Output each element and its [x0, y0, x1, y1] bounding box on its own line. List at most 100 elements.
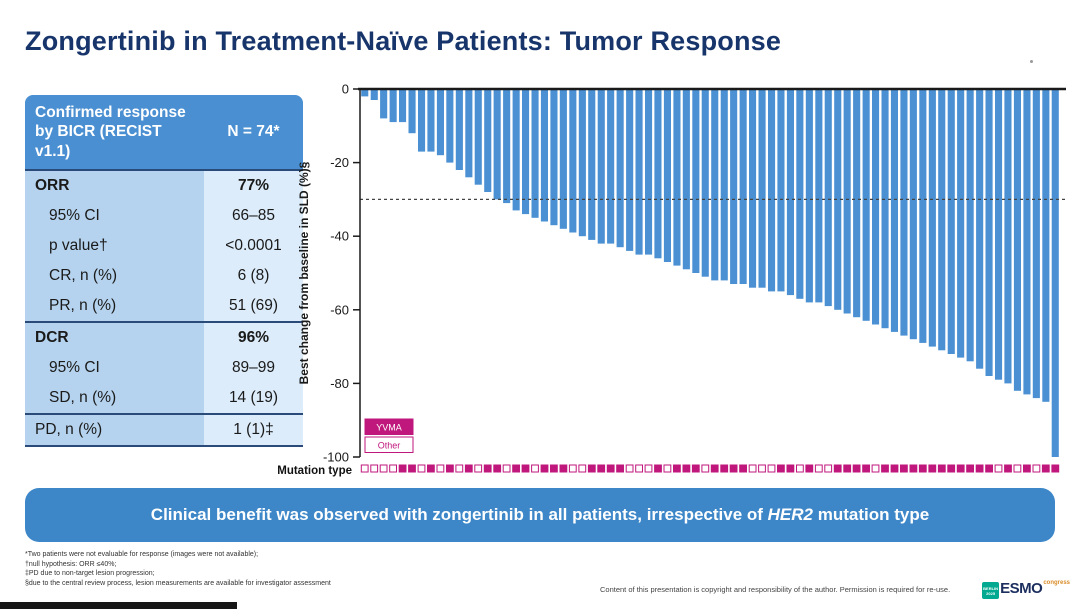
- mutation-marker-other: [871, 464, 880, 473]
- key-message-gene: HER2: [767, 505, 814, 524]
- mutation-marker-other: [635, 464, 644, 473]
- mutation-type-axis-label: Mutation type: [277, 465, 352, 477]
- waterfall-bar: [701, 89, 709, 277]
- waterfall-bar: [370, 89, 378, 100]
- waterfall-bar: [361, 89, 369, 97]
- waterfall-bar: [626, 89, 634, 251]
- footnote-line: *Two patients were not evaluable for res…: [25, 551, 259, 558]
- mutation-marker-other: [474, 464, 483, 473]
- mutation-marker-yvma: [937, 464, 946, 473]
- mutation-marker-other: [360, 464, 369, 473]
- mutation-marker-yvma: [408, 464, 416, 473]
- y-axis-tick-label: -100: [323, 450, 349, 465]
- waterfall-bar: [436, 89, 444, 156]
- waterfall-bar: [947, 89, 955, 354]
- esmo-congress-label: congress: [1043, 580, 1070, 586]
- waterfall-bar: [928, 89, 936, 347]
- waterfall-bar: [872, 89, 880, 325]
- waterfall-bar: [569, 89, 577, 233]
- waterfall-bar: [976, 89, 984, 369]
- y-axis-tick-label: 0: [342, 82, 349, 97]
- waterfall-bar: [389, 89, 397, 123]
- waterfall-bar: [399, 89, 407, 123]
- waterfall-bar: [834, 89, 842, 310]
- waterfall-bar: [853, 89, 861, 318]
- waterfall-bar: [380, 89, 388, 119]
- mutation-marker-yvma: [710, 464, 719, 473]
- footnotes: *Two patients were not evaluable for res…: [25, 550, 331, 588]
- waterfall-bar: [654, 89, 662, 259]
- waterfall-bar: [843, 89, 851, 314]
- copyright-notice: Content of this presentation is copyrigh…: [600, 585, 951, 594]
- waterfall-bar: [815, 89, 823, 303]
- slide-title: Zongertinib in Treatment-Naïve Patients:…: [25, 26, 782, 56]
- table-row-label: p value†: [25, 231, 204, 262]
- mutation-marker-yvma: [483, 464, 492, 473]
- table-row-label: PD, n (%): [25, 413, 204, 448]
- mutation-marker-yvma: [966, 464, 975, 473]
- mutation-marker-yvma: [862, 464, 871, 473]
- key-message-banner: Clinical benefit was observed with zonge…: [25, 488, 1055, 542]
- mutation-marker-other: [455, 464, 464, 473]
- stray-dot: [1030, 60, 1033, 63]
- mutation-marker-yvma: [521, 464, 530, 473]
- esmo-venue-badge: BERLIN 2025: [982, 582, 1000, 599]
- waterfall-bar: [559, 89, 567, 229]
- legend-label-other: Other: [378, 441, 401, 451]
- waterfall-bar: [446, 89, 454, 163]
- waterfall-bar: [607, 89, 615, 244]
- waterfall-bar: [578, 89, 586, 237]
- mutation-marker-yvma: [900, 464, 908, 473]
- mutation-marker-yvma: [427, 464, 435, 473]
- mutation-marker-yvma: [550, 464, 558, 473]
- mutation-marker-yvma: [691, 464, 700, 473]
- waterfall-bar: [493, 89, 501, 200]
- mutation-marker-yvma: [512, 464, 521, 473]
- mutation-marker-yvma: [616, 464, 625, 473]
- waterfall-bar: [1032, 89, 1040, 399]
- mutation-marker-other: [531, 464, 539, 473]
- table-row-value: 66–85: [204, 201, 303, 232]
- mutation-marker-yvma: [682, 464, 691, 473]
- response-summary-table: Confirmed response by BICR (RECIST v1.1)…: [25, 95, 303, 448]
- mutation-marker-yvma: [654, 464, 662, 473]
- waterfall-bar: [1023, 89, 1031, 395]
- mutation-marker-other: [644, 464, 653, 473]
- legend-swatch-other: [364, 436, 414, 453]
- y-axis-title: Best change from baseline in SLD (%)§: [297, 161, 311, 384]
- waterfall-bar: [749, 89, 757, 288]
- waterfall-bar: [550, 89, 558, 226]
- table-row-label: 95% CI: [25, 201, 204, 232]
- waterfall-bar: [427, 89, 435, 152]
- waterfall-bar: [512, 89, 520, 211]
- waterfall-bar: [682, 89, 690, 270]
- table-row-value: 14 (19): [204, 383, 303, 414]
- mutation-marker-yvma: [597, 464, 606, 473]
- mutation-marker-other: [758, 464, 766, 473]
- waterfall-bar: [768, 89, 776, 292]
- mutation-marker-yvma: [446, 464, 454, 473]
- waterfall-bar: [503, 89, 511, 204]
- mutation-marker-yvma: [947, 464, 956, 473]
- mutation-marker-yvma: [985, 464, 994, 473]
- waterfall-bar: [484, 89, 492, 192]
- table-row-label: ORR: [25, 169, 204, 202]
- waterfall-bar: [635, 89, 643, 255]
- table-row-value: <0.0001: [204, 231, 303, 262]
- mutation-marker-yvma: [975, 464, 984, 473]
- mutation-marker-other: [796, 464, 804, 473]
- esmo-wordmark: ESMO: [1000, 580, 1043, 597]
- footnote-line: ‡PD due to non-target lesion progression…: [25, 570, 155, 577]
- waterfall-bar: [522, 89, 530, 215]
- key-message-text: Clinical benefit was observed with zonge…: [151, 505, 929, 525]
- y-axis-tick-label: -40: [330, 229, 349, 244]
- table-row-value: 1 (1)‡: [204, 413, 303, 448]
- waterfall-bar: [786, 89, 794, 296]
- waterfall-bar: [739, 89, 747, 284]
- mutation-marker-yvma: [729, 464, 738, 473]
- waterfall-bar: [862, 89, 870, 321]
- bottom-dark-bar: [0, 602, 237, 609]
- mutation-marker-other: [824, 464, 833, 473]
- mutation-marker-yvma: [1041, 464, 1050, 473]
- legend-label-yvma: YVMA: [376, 423, 402, 433]
